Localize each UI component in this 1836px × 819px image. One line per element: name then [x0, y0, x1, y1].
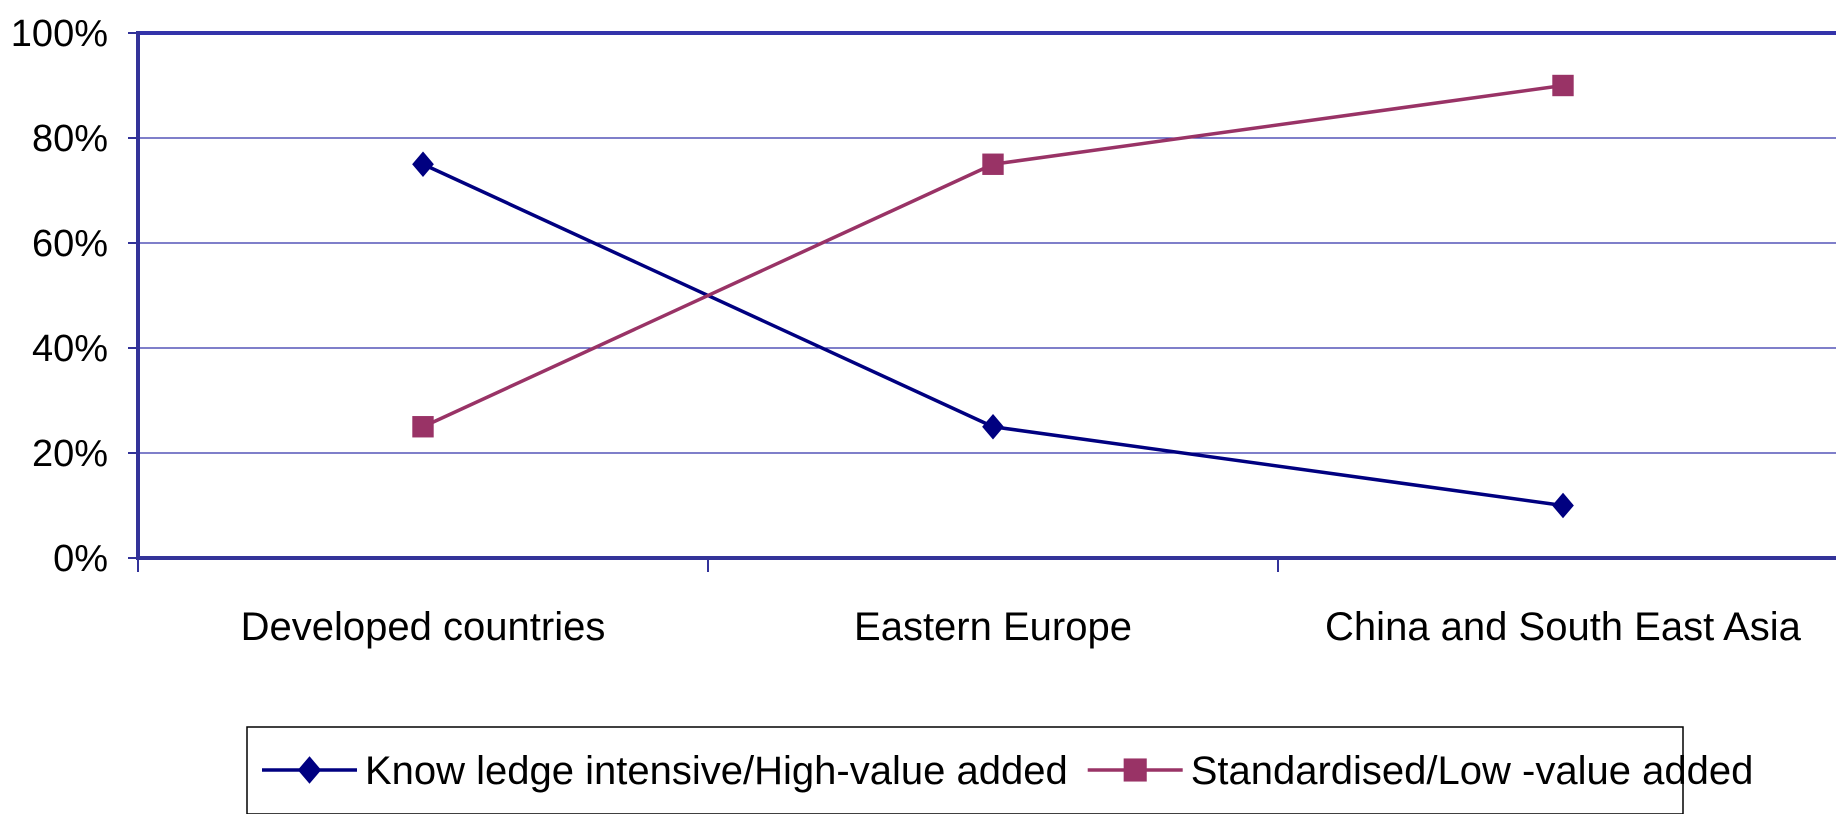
series-1 — [412, 151, 1574, 519]
legend-diamond-icon — [297, 756, 322, 784]
y-tick-label: 100% — [11, 13, 108, 55]
data-point-square — [1552, 74, 1574, 97]
axes — [128, 31, 1836, 572]
y-tick-label: 0% — [53, 538, 108, 580]
y-axis-tick-labels: 0% 20% 40% 60% 80% 100% — [11, 13, 108, 580]
y-tick-label: 20% — [32, 433, 108, 475]
y-tick-label: 80% — [32, 118, 108, 160]
x-tick-label: Developed countries — [241, 605, 606, 649]
data-point-diamond — [982, 413, 1004, 440]
legend-label: Standardised/Low -value added — [1191, 749, 1754, 793]
data-point-diamond — [412, 151, 434, 178]
series-line — [422, 83, 1564, 429]
legend-box — [246, 726, 1684, 815]
legend-square-icon — [1123, 758, 1147, 782]
series-lines — [412, 74, 1574, 519]
data-point-square — [982, 153, 1004, 175]
legend: Know ledge intensive/High-value added Sta… — [246, 726, 1754, 815]
y-tick-label: 40% — [32, 328, 108, 370]
data-point-diamond — [1552, 492, 1574, 519]
x-axis-tick-labels: Developed countries Eastern Europe China a… — [241, 605, 1802, 649]
series-2 — [412, 74, 1574, 438]
legend-label: Know ledge intensive/High-value added — [365, 749, 1068, 793]
gridlines — [138, 31, 1836, 454]
x-tick-label: China and South East Asia — [1325, 605, 1802, 649]
x-tick-label: Eastern Europe — [854, 605, 1132, 649]
data-point-square — [412, 416, 434, 438]
y-tick-label: 60% — [32, 223, 108, 265]
series-line — [422, 162, 1564, 508]
